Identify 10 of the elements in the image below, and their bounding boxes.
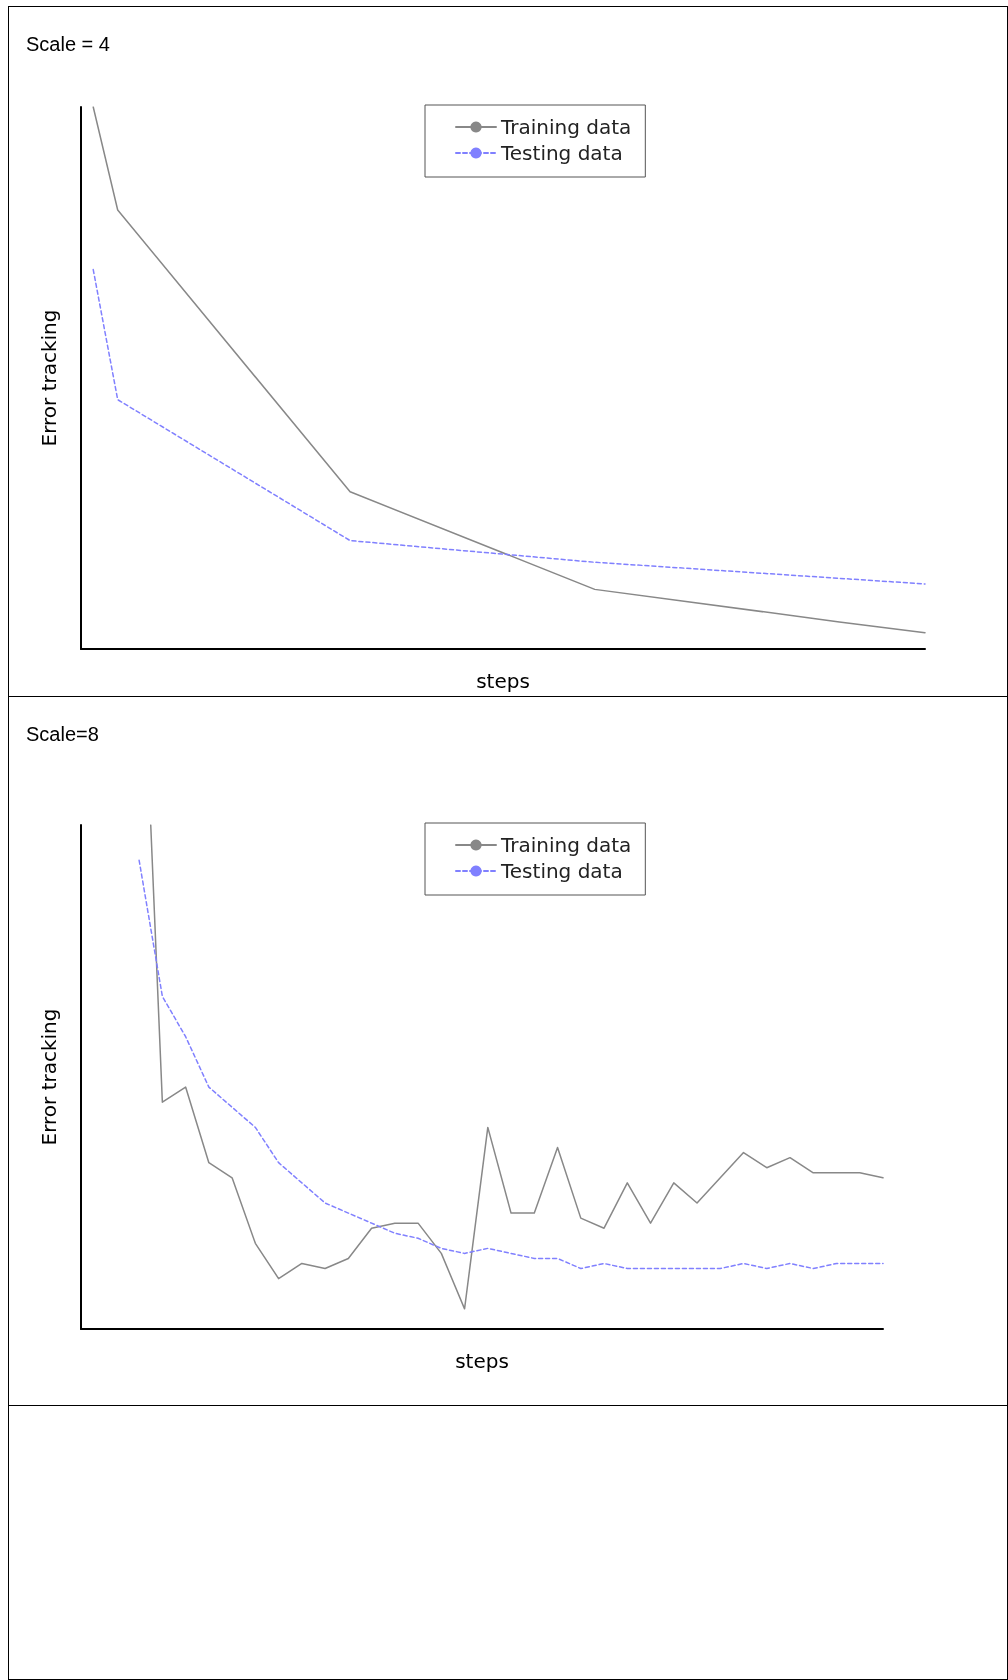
chart-title: Scale = 4: [26, 33, 110, 55]
legend-label: Testing data: [500, 859, 623, 883]
y-axis-title: Error tracking: [37, 1008, 61, 1146]
legend-label: Training data: [500, 833, 632, 857]
x-axis-title: steps: [455, 1349, 509, 1373]
chart-title: Scale=8: [26, 723, 99, 745]
x-axis-title: steps: [476, 669, 530, 693]
legend-label: Training data: [500, 115, 632, 139]
legend-label: Testing data: [500, 141, 623, 165]
y-axis-title: Error tracking: [37, 309, 61, 447]
